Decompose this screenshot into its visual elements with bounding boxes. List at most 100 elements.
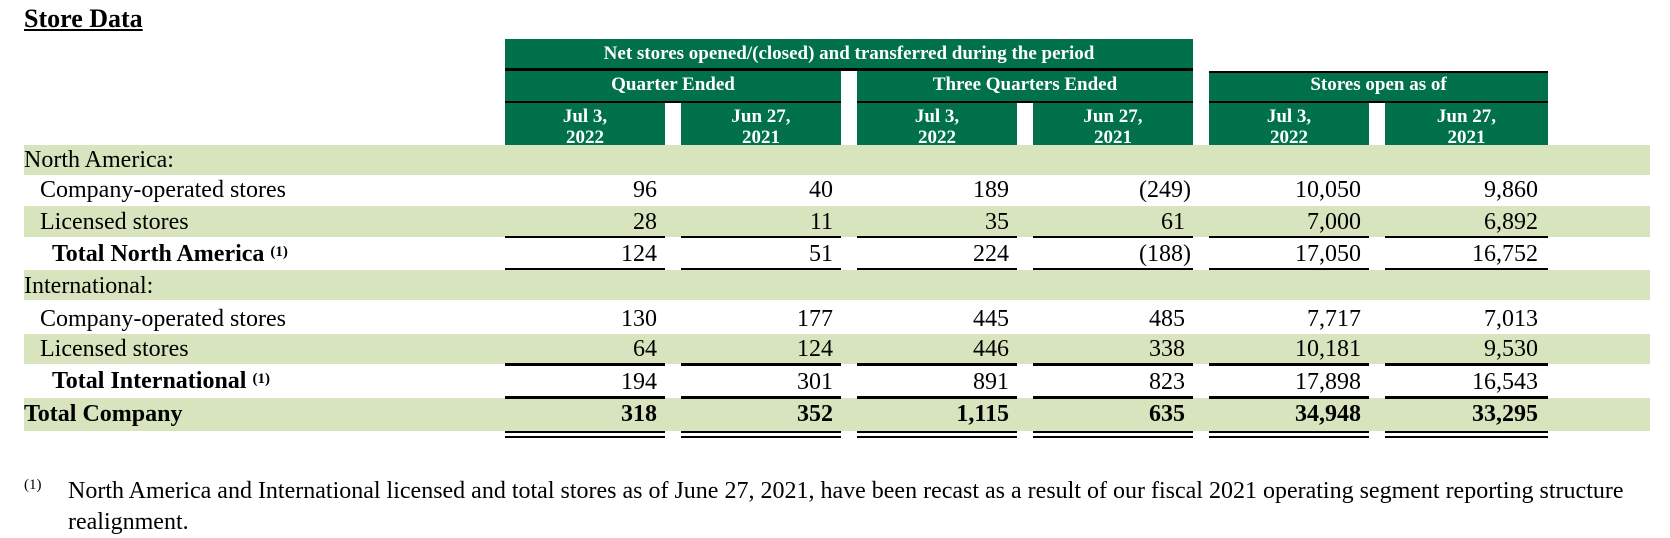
divider (1385, 268, 1548, 270)
table-cell: 318 (621, 401, 657, 427)
table-cell: 17,898 (1295, 369, 1361, 395)
row-label-text: Total International (52, 368, 247, 394)
divider (505, 268, 665, 270)
divider (857, 363, 1017, 366)
column-header-line1: Jul 3, (914, 106, 960, 127)
divider (1033, 431, 1193, 433)
row-label-total-international: Total International (1) (52, 366, 270, 396)
row-label-north-america: North America: (24, 147, 174, 173)
divider (1209, 236, 1369, 238)
table-cell: 33,295 (1472, 401, 1538, 427)
footnote-mark: (1) (24, 477, 42, 493)
column-header-line1: Jul 3, (1266, 106, 1312, 127)
table-cell: 891 (973, 369, 1009, 395)
column-header-line2: 2022 (918, 127, 956, 148)
divider (505, 436, 665, 438)
table-cell: 40 (809, 177, 833, 203)
row-label-text: Total North America (52, 241, 265, 267)
row-label-total-company: Total Company (24, 401, 183, 427)
divider (1209, 396, 1369, 399)
divider (857, 396, 1017, 399)
divider (1385, 396, 1548, 399)
divider (1209, 268, 1369, 270)
column-header-line1: Jun 27, (1436, 106, 1497, 127)
divider (1033, 236, 1193, 238)
table-cell: (249) (1139, 177, 1191, 203)
table-cell: 17,050 (1295, 241, 1361, 267)
divider (1033, 268, 1193, 270)
table-cell: 7,013 (1484, 306, 1538, 332)
table-cell: 61 (1161, 209, 1185, 235)
column-header-line2: 2021 (742, 127, 780, 148)
table-cell: 16,543 (1472, 369, 1538, 395)
table-cell: 177 (797, 306, 833, 332)
table-cell: 189 (973, 177, 1009, 203)
divider (857, 268, 1017, 270)
table-cell: 124 (621, 241, 657, 267)
divider (1033, 396, 1193, 399)
divider (857, 436, 1017, 438)
table-cell: 446 (973, 336, 1009, 362)
table-cell: (188) (1139, 241, 1191, 267)
table-cell: 10,181 (1295, 336, 1361, 362)
table-cell: 96 (633, 177, 657, 203)
table-cell: 9,860 (1484, 177, 1538, 203)
divider (505, 396, 665, 399)
divider (1209, 363, 1369, 366)
row-label-international: International: (24, 273, 154, 299)
divider (681, 431, 841, 433)
row-band (24, 206, 1650, 237)
row-label-licensed: Licensed stores (40, 209, 189, 235)
table-cell: 823 (1149, 369, 1185, 395)
table-cell: 28 (633, 209, 657, 235)
column-header-line1: Jun 27, (731, 106, 791, 127)
table-cell: 124 (797, 336, 833, 362)
divider (681, 236, 841, 238)
divider (1033, 363, 1193, 366)
footnote-ref: (1) (270, 244, 288, 260)
row-label-licensed: Licensed stores (40, 336, 189, 362)
row-band (24, 270, 1650, 300)
footnote-text: North America and International licensed… (68, 478, 1624, 535)
divider (1385, 236, 1548, 238)
column-header-line1: Jul 3, (562, 106, 608, 127)
table-cell: 34,948 (1295, 401, 1361, 427)
divider (1209, 431, 1369, 433)
table-cell: 35 (985, 209, 1009, 235)
row-label-company-operated: Company-operated stores (40, 306, 286, 332)
row-band (24, 145, 1650, 175)
divider (681, 268, 841, 270)
divider (681, 363, 841, 366)
table-cell: 7,717 (1307, 306, 1361, 332)
divider (505, 431, 665, 433)
column-header-line1: Jun 27, (1083, 106, 1143, 127)
divider (857, 236, 1017, 238)
table-cell: 10,050 (1295, 177, 1361, 203)
table-cell: 445 (973, 306, 1009, 332)
table-cell: 9,530 (1484, 336, 1538, 362)
header-net-stores: Net stores opened/(closed) and transferr… (505, 39, 1193, 71)
divider (1385, 431, 1548, 433)
table-cell: 352 (797, 401, 833, 427)
header-quarter-ended: Quarter Ended (505, 71, 841, 103)
divider (857, 431, 1017, 433)
divider (505, 363, 665, 366)
divider (1385, 363, 1548, 366)
table-cell: 11 (809, 209, 833, 235)
table-cell: 7,000 (1307, 209, 1361, 235)
column-header-line2: 2022 (566, 127, 604, 148)
table-cell: 64 (633, 336, 657, 362)
row-label-total-north-america: Total North America (1) (52, 239, 288, 269)
divider (505, 236, 665, 238)
table-cell: 130 (621, 306, 657, 332)
column-header-line2: 2021 (1094, 127, 1132, 148)
row-band (24, 334, 1650, 364)
header-stores-open-as-of: Stores open as of (1209, 71, 1548, 103)
table-cell: 51 (809, 241, 833, 267)
table-cell: 338 (1149, 336, 1185, 362)
footnote-ref: (1) (252, 371, 270, 387)
table-cell: 16,752 (1472, 241, 1538, 267)
divider (1385, 436, 1548, 438)
column-header-line2: 2021 (1447, 127, 1486, 148)
divider (1209, 436, 1369, 438)
